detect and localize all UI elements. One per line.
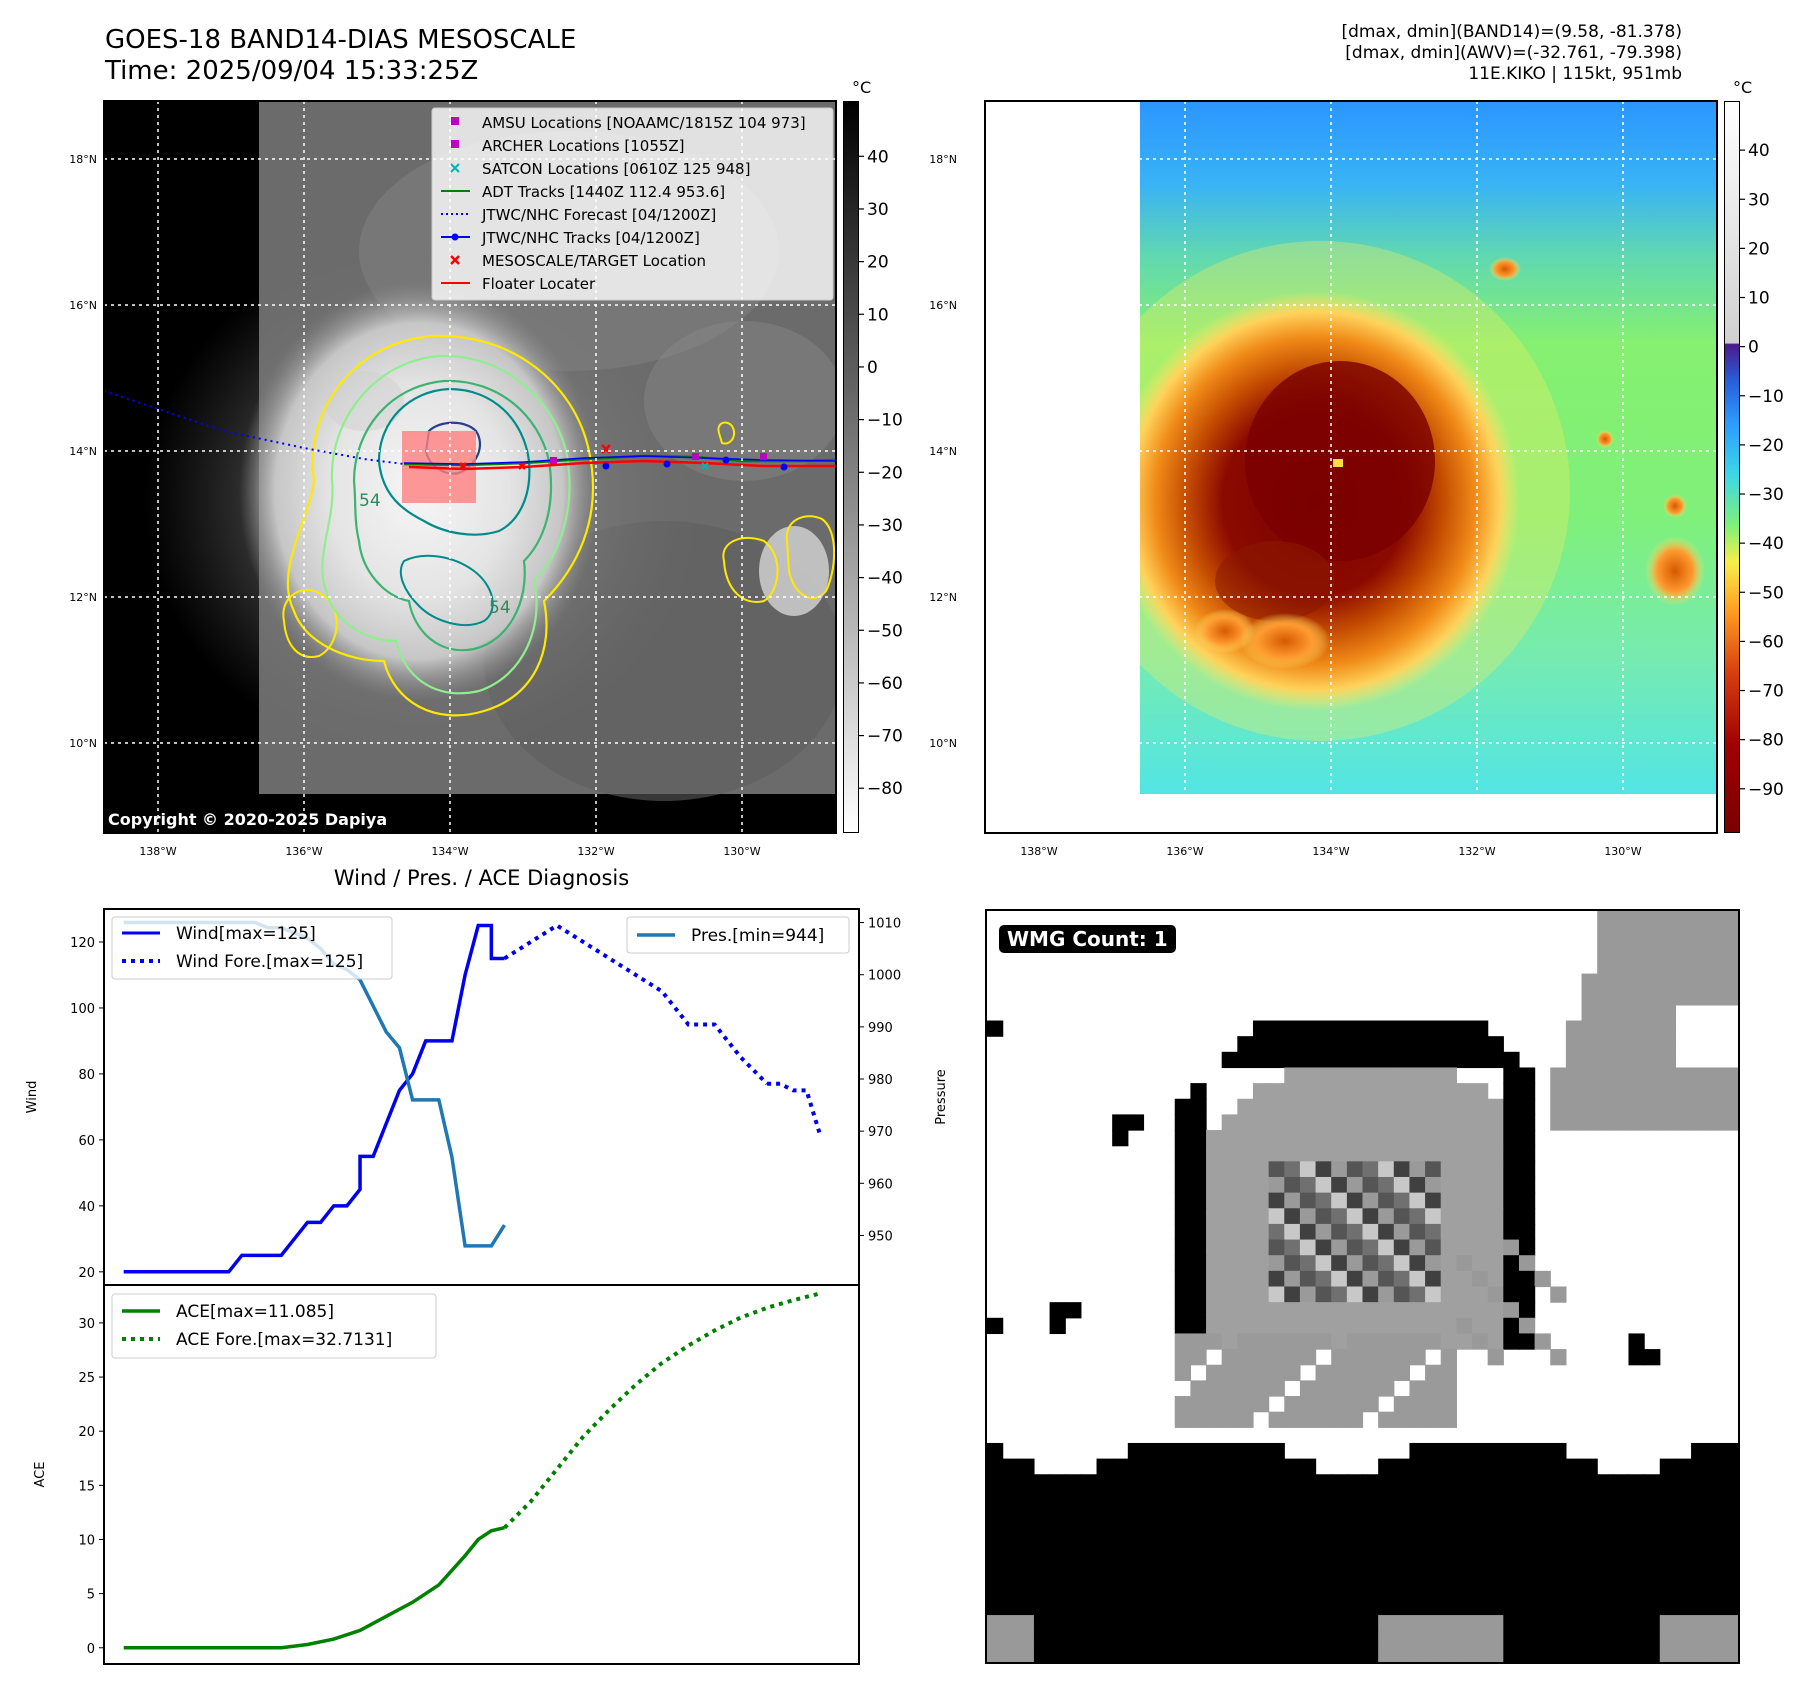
map-legend: AMSU Locations [NOAAMC/1815Z 104 973] AR…	[431, 107, 834, 301]
ir-map-svg: 54 54	[103, 100, 837, 834]
pressure-ytick: 950	[868, 1229, 893, 1244]
legend-jtwc-forecast: JTWC/NHC Forecast [04/1200Z]	[481, 206, 716, 224]
legend-archer: ARCHER Locations [1055Z]	[482, 137, 685, 155]
pressure-legend	[626, 916, 850, 954]
pressure-ytick: 1010	[868, 917, 901, 932]
awv-map-svg	[984, 100, 1718, 834]
awv-stats: [dmax, dmin](AWV)=(-32.761, -79.398)	[1345, 43, 1682, 63]
color-colorbar-unit: °C	[1733, 78, 1753, 97]
contour-teal	[377, 387, 531, 536]
ace-ytick: 10	[78, 1533, 95, 1548]
figure-time: Time: 2025/09/04 15:33:25Z	[105, 56, 479, 86]
legend-wind-fore: Wind Fore.[max=125]	[176, 952, 363, 972]
contour-label-left: 54	[359, 491, 381, 511]
series-line-2	[767, 1081, 822, 1134]
wind-ytick: 80	[78, 1068, 95, 1083]
ace-axis-label: ACE	[33, 1462, 48, 1488]
gray-colorbar-unit: °C	[852, 78, 872, 97]
legend-pressure: Pres.[min=944]	[691, 926, 824, 946]
awv-map-panel	[984, 100, 1718, 834]
storm-info: 11E.KIKO | 115kt, 951mb	[1468, 64, 1682, 84]
contour-label-bottom: 54	[489, 598, 511, 618]
pressure-axis-label: Pressure	[934, 1069, 949, 1125]
legend-ace-fore: ACE Fore.[max=32.7131]	[176, 1330, 392, 1350]
ace-ytick: 15	[78, 1479, 95, 1494]
ace-ytick: 20	[78, 1425, 95, 1440]
floater-locater-track	[408, 459, 836, 471]
legend-ace: ACE[max=11.085]	[176, 1302, 334, 1322]
ir-map-panel: 54 54	[103, 100, 837, 834]
wind-ytick: 120	[70, 936, 95, 951]
contour-lightgreen	[321, 354, 571, 695]
band14-stats: [dmax, dmin](BAND14)=(9.58, -81.378)	[1341, 22, 1682, 42]
legend-amsu: AMSU Locations [NOAAMC/1815Z 104 973]	[482, 114, 806, 132]
copyright-text: Copyright © 2020-2025 Dapiya	[108, 810, 387, 829]
contour-green	[352, 379, 553, 652]
wmg-grid	[987, 911, 1738, 1662]
wind-axis-label: Wind	[25, 1081, 40, 1114]
wmg-panel: WMG Count: 1	[985, 909, 1740, 1664]
figure-title: GOES-18 BAND14-DIAS MESOSCALE	[105, 25, 577, 55]
ace-legend	[111, 1293, 437, 1359]
pressure-ytick: 990	[868, 1021, 893, 1036]
legend-wind: Wind[max=125]	[176, 924, 316, 944]
wind-legend	[111, 916, 393, 980]
series-line-1	[503, 923, 769, 1086]
ace-series-line-0	[123, 1526, 505, 1650]
wind-ytick: 60	[78, 1134, 95, 1149]
jtwc-track	[403, 455, 836, 465]
pressure-ytick: 970	[868, 1125, 893, 1140]
diagnosis-title: Wind / Pres. / ACE Diagnosis	[333, 866, 630, 890]
pressure-ytick: 1000	[868, 969, 901, 984]
wmg-count-badge: WMG Count: 1	[999, 925, 1176, 953]
legend-floater: Floater Locater	[482, 275, 596, 293]
pressure-ytick: 960	[868, 1177, 893, 1192]
track-markers	[459, 444, 788, 471]
legend-jtwc-tracks: JTWC/NHC Tracks [04/1200Z]	[481, 229, 700, 247]
awv-gridlines	[985, 101, 1717, 833]
legend-satcon: SATCON Locations [0610Z 125 948]	[482, 160, 750, 178]
ace-chart: 0 5 10 15 20 25 30 ACE ACE[max=11.085] ACE Fore.[…	[33, 1284, 860, 1665]
ace-ytick: 0	[87, 1642, 95, 1657]
wind-ytick: 100	[70, 1002, 95, 1017]
ace-ytick: 30	[78, 1317, 95, 1332]
pressure-ytick: 980	[868, 1073, 893, 1088]
wind-ytick: 20	[78, 1266, 95, 1281]
legend-mesoscale: MESOSCALE/TARGET Location	[482, 252, 706, 270]
series-line-0	[123, 923, 505, 1274]
legend-adt: ADT Tracks [1440Z 112.4 953.6]	[482, 183, 725, 201]
color-colorbar	[1724, 101, 1740, 833]
ace-series-line-1	[503, 1291, 821, 1530]
ace-ytick: 25	[78, 1371, 95, 1386]
wind-ytick: 40	[78, 1200, 95, 1215]
gray-colorbar	[843, 101, 859, 833]
wind-pressure-chart: 20 40 60 80 100 120 950 960 970 980 990 1000 1010 Win…	[25, 908, 949, 1286]
ace-ytick: 5	[87, 1588, 95, 1603]
